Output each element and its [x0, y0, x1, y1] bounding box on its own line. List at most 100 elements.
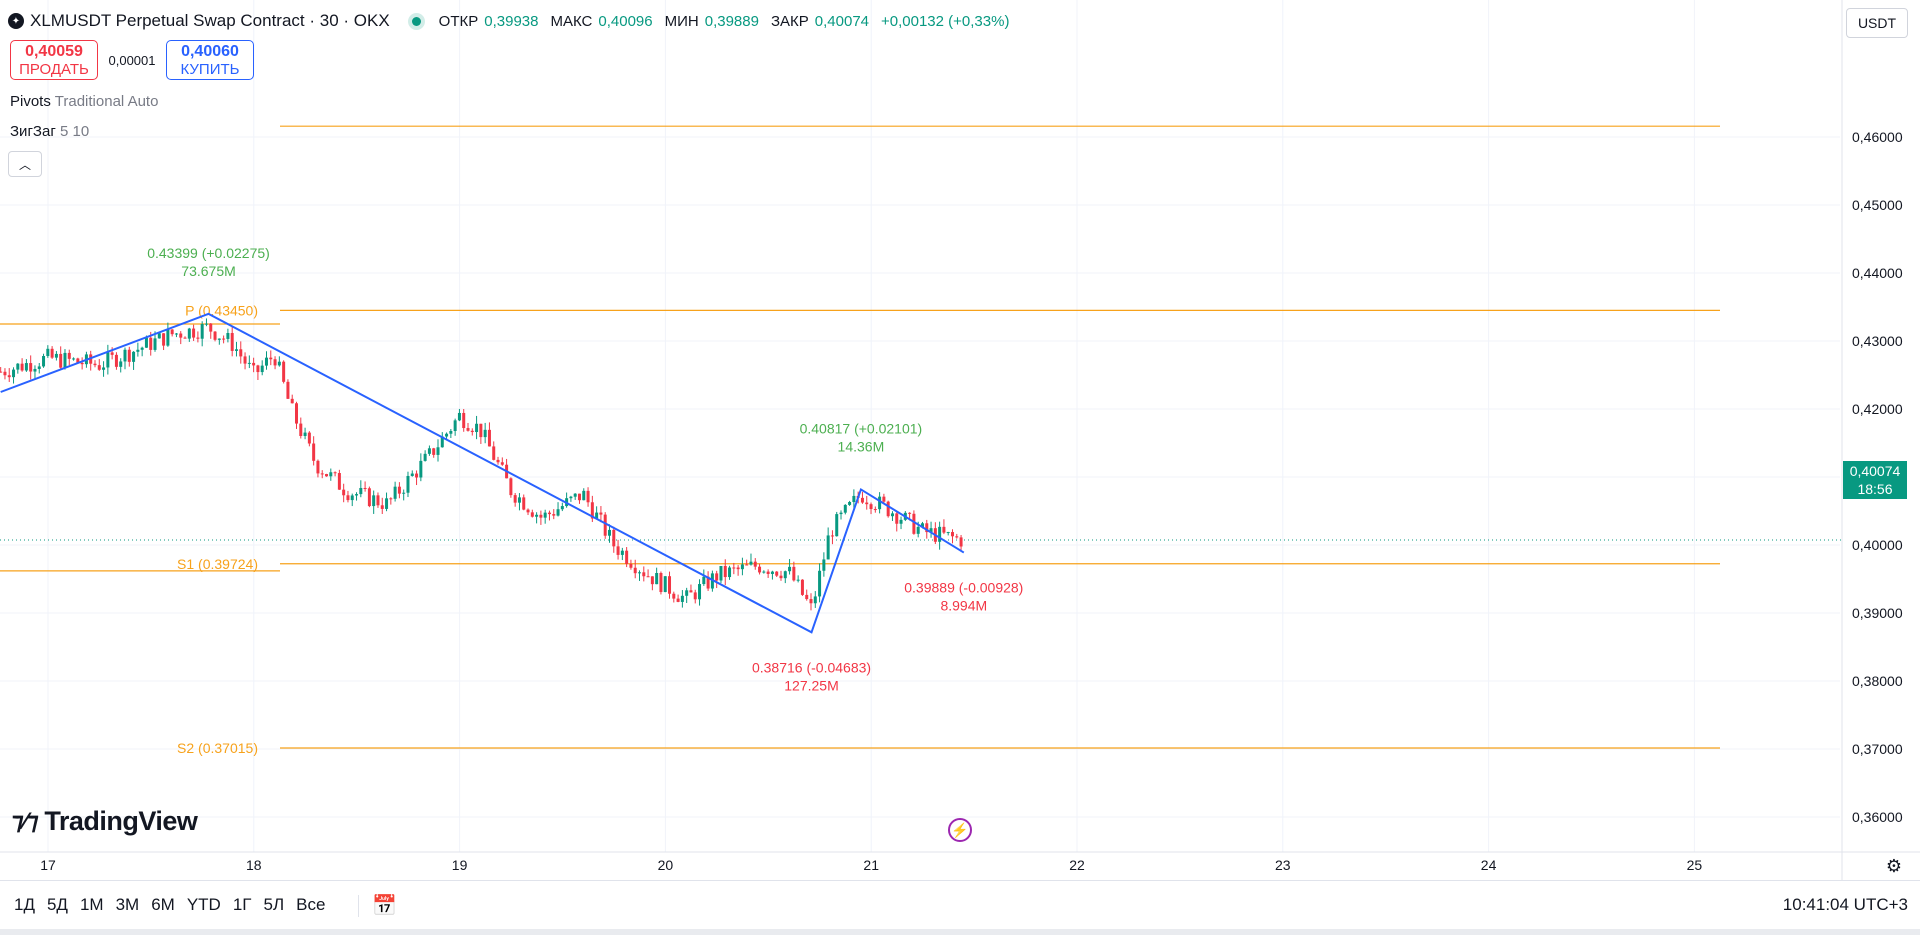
- chart-grid: [0, 0, 1920, 880]
- lightning-icon[interactable]: ⚡: [948, 818, 972, 842]
- candle-body: [106, 352, 110, 368]
- trade-panel: 0,40059 ПРОДАТЬ 0,00001 0,40060 КУПИТЬ: [10, 40, 254, 80]
- candle-body: [668, 576, 672, 594]
- candle-body: [925, 523, 929, 533]
- candle-body: [303, 432, 307, 436]
- candle-body: [149, 337, 153, 350]
- calendar-icon[interactable]: 📅: [372, 895, 397, 917]
- stellar-icon[interactable]: ✦: [8, 13, 24, 29]
- scale-settings-icon[interactable]: ⚙: [1885, 856, 1902, 876]
- buy-button[interactable]: 0,40060 КУПИТЬ: [166, 40, 254, 80]
- candle-body: [200, 324, 204, 339]
- candle-body: [539, 514, 543, 518]
- range-5y[interactable]: 5Л: [263, 895, 285, 914]
- candle-body: [325, 474, 329, 477]
- candle-body: [470, 430, 474, 433]
- indicator-pivots[interactable]: Pivots Traditional Auto: [10, 93, 158, 110]
- candle-body: [153, 338, 157, 350]
- range-6m[interactable]: 6М: [151, 895, 175, 914]
- range-3m[interactable]: 3М: [115, 895, 140, 914]
- candle-body: [865, 502, 869, 505]
- range-1y[interactable]: 1Г: [232, 895, 252, 914]
- candle-body: [102, 367, 106, 370]
- indicator-zigzag[interactable]: ЗигЗаг 5 10: [10, 123, 89, 140]
- candle-body: [144, 337, 148, 348]
- candle-body: [848, 502, 852, 505]
- candle-body: [702, 576, 706, 585]
- spread-value: 0,00001: [108, 52, 156, 68]
- open-value: 0,39938: [484, 12, 539, 30]
- candle-body: [625, 550, 629, 564]
- tradingview-watermark[interactable]: ⁊∕⁊ TradingView: [12, 806, 198, 837]
- candle-body: [385, 498, 389, 509]
- price-tick: 0,43000: [1852, 333, 1903, 349]
- price-scale[interactable]: 0,460000,450000,440000,430000,420000,410…: [1852, 129, 1903, 880]
- candle-body: [295, 403, 299, 424]
- candle-body: [595, 512, 599, 519]
- candle-body: [852, 495, 856, 503]
- candle-body: [376, 495, 380, 506]
- candle-body: [350, 495, 354, 501]
- symbol-title[interactable]: XLMUSDT Perpetual Swap Contract · 30 · O…: [30, 11, 390, 30]
- candle-body: [745, 564, 749, 566]
- candle-body: [762, 571, 766, 573]
- candle-body: [942, 526, 946, 533]
- last-price: 0,40074: [1849, 463, 1901, 479]
- clock-timezone[interactable]: 10:41:04 UTC+3: [1782, 895, 1908, 914]
- candle-body: [577, 493, 581, 501]
- candle-body: [560, 506, 564, 510]
- candle-body: [243, 356, 247, 364]
- candle-body: [616, 546, 620, 555]
- range-1m[interactable]: 1М: [79, 895, 104, 914]
- candle-body: [826, 535, 830, 560]
- range-ytd[interactable]: YTD: [186, 895, 221, 914]
- candle-body: [938, 526, 942, 542]
- candle-body: [286, 381, 290, 399]
- candle-body: [599, 512, 603, 515]
- chart-canvas[interactable]: 0,460000,450000,440000,430000,420000,410…: [0, 0, 1920, 880]
- price-tick: 0,46000: [1852, 129, 1903, 145]
- candle-body: [783, 571, 787, 579]
- candle-body: [46, 348, 50, 357]
- range-all[interactable]: Все: [296, 895, 326, 914]
- candle-body: [672, 593, 676, 599]
- candle-body: [590, 502, 594, 519]
- pivots-name: Pivots: [10, 93, 51, 110]
- candle-body: [912, 513, 916, 534]
- price-tick: 0,37000: [1852, 741, 1903, 757]
- candle-body: [766, 571, 770, 574]
- time-tick: 20: [658, 857, 674, 873]
- candle-body: [732, 567, 736, 569]
- candle-body: [835, 514, 839, 537]
- candle-body: [535, 514, 539, 517]
- currency-selector[interactable]: USDT: [1846, 8, 1908, 38]
- candle-body: [492, 446, 496, 460]
- range-5d[interactable]: 5Д: [46, 895, 68, 914]
- candle-body: [723, 566, 727, 578]
- candle-body: [663, 576, 667, 593]
- time-tick: 17: [40, 857, 56, 873]
- candle-body: [372, 495, 376, 507]
- candle-body: [916, 526, 920, 534]
- candle-body: [42, 356, 46, 367]
- candle-body: [449, 430, 453, 434]
- candle-body: [479, 423, 483, 438]
- market-status-icon[interactable]: [411, 16, 421, 26]
- ohlc-legend: ОТКР 0,39938 МАКС 0,40096 МИН 0,39889 ЗАКР 0…: [439, 13, 1016, 30]
- candle-body: [886, 501, 890, 517]
- time-scale[interactable]: 17 18 19 20 21 22 23 24 25: [40, 857, 1702, 873]
- candle-body: [650, 576, 654, 585]
- collapse-legend-button[interactable]: ︿: [8, 151, 42, 177]
- sell-button[interactable]: 0,40059 ПРОДАТЬ: [10, 40, 98, 80]
- candle-body: [204, 323, 208, 325]
- close-value: 0,40074: [814, 12, 870, 30]
- candle-body: [543, 512, 547, 518]
- close-label: ЗАКР: [770, 12, 809, 30]
- candle-body: [333, 472, 337, 474]
- candle-body: [174, 333, 178, 335]
- candle-body: [607, 529, 611, 536]
- toolbar-divider: [358, 895, 359, 917]
- range-1d[interactable]: 1Д: [14, 895, 35, 914]
- candles: [0, 318, 963, 611]
- candle-body: [873, 509, 877, 511]
